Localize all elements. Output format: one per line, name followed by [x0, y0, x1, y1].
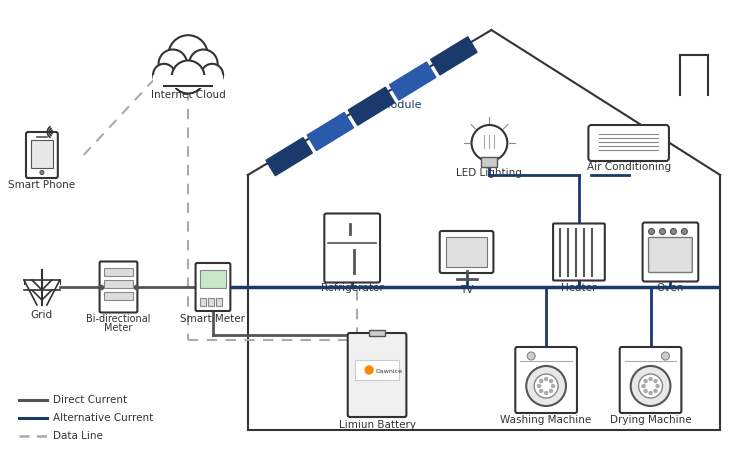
Bar: [216, 298, 222, 306]
FancyBboxPatch shape: [100, 262, 137, 313]
FancyBboxPatch shape: [589, 125, 669, 161]
Polygon shape: [348, 87, 394, 125]
Circle shape: [544, 392, 548, 394]
Text: Limiun Battery: Limiun Battery: [338, 420, 416, 430]
Polygon shape: [430, 37, 477, 75]
Polygon shape: [308, 113, 353, 150]
Circle shape: [670, 228, 676, 235]
FancyBboxPatch shape: [553, 224, 604, 280]
Bar: [446, 237, 488, 267]
Circle shape: [534, 374, 558, 398]
Circle shape: [649, 392, 652, 394]
Text: Air Conditioning: Air Conditioning: [586, 162, 670, 172]
Bar: [104, 292, 133, 300]
Text: Oven: Oven: [657, 283, 684, 293]
Circle shape: [631, 366, 670, 406]
Circle shape: [550, 379, 553, 383]
Circle shape: [654, 389, 657, 393]
FancyBboxPatch shape: [26, 132, 58, 178]
Bar: [200, 298, 206, 306]
FancyBboxPatch shape: [324, 213, 380, 282]
Circle shape: [540, 389, 543, 393]
Text: Direct Current: Direct Current: [53, 395, 127, 405]
FancyBboxPatch shape: [620, 347, 682, 413]
Text: Bi-directional: Bi-directional: [86, 314, 151, 324]
Text: Meter: Meter: [104, 323, 133, 333]
Circle shape: [538, 385, 541, 387]
Text: Heater: Heater: [561, 283, 597, 293]
Circle shape: [662, 352, 670, 360]
Circle shape: [158, 50, 187, 78]
FancyBboxPatch shape: [649, 237, 692, 272]
Circle shape: [638, 374, 662, 398]
FancyBboxPatch shape: [196, 263, 230, 311]
Text: Grid: Grid: [31, 310, 53, 320]
Circle shape: [365, 366, 373, 374]
Text: Data Line: Data Line: [53, 431, 103, 441]
Polygon shape: [389, 62, 436, 100]
FancyBboxPatch shape: [515, 347, 577, 413]
Bar: [355, 360, 400, 380]
Circle shape: [550, 389, 553, 393]
Text: Dawnice: Dawnice: [375, 368, 402, 374]
Circle shape: [540, 379, 543, 383]
Bar: [369, 330, 385, 336]
Circle shape: [201, 64, 223, 86]
Circle shape: [526, 366, 566, 406]
Circle shape: [472, 125, 507, 161]
Polygon shape: [266, 138, 312, 175]
Circle shape: [644, 389, 647, 393]
Bar: [104, 268, 133, 276]
Circle shape: [644, 379, 647, 383]
Text: Alternative Current: Alternative Current: [53, 413, 153, 423]
Circle shape: [172, 61, 205, 94]
Bar: [200, 270, 226, 288]
Bar: [482, 157, 497, 167]
Circle shape: [659, 228, 665, 235]
FancyBboxPatch shape: [440, 231, 494, 273]
Text: Smart Phone: Smart Phone: [8, 180, 76, 190]
Circle shape: [654, 379, 657, 383]
Circle shape: [649, 377, 652, 380]
Bar: [208, 298, 214, 306]
Circle shape: [40, 170, 44, 175]
Text: TV: TV: [460, 285, 473, 295]
Bar: [104, 280, 133, 288]
Circle shape: [682, 228, 687, 235]
Circle shape: [551, 385, 554, 387]
Circle shape: [153, 64, 175, 86]
FancyBboxPatch shape: [348, 333, 406, 417]
Text: Smart Meter: Smart Meter: [181, 314, 245, 324]
Text: Drying Machine: Drying Machine: [610, 415, 692, 425]
FancyBboxPatch shape: [643, 222, 698, 281]
Circle shape: [527, 352, 536, 360]
Text: Washing Machine: Washing Machine: [500, 415, 592, 425]
Circle shape: [656, 385, 659, 387]
Circle shape: [649, 228, 655, 235]
Circle shape: [169, 35, 208, 75]
Text: PV Module: PV Module: [363, 100, 422, 110]
Circle shape: [544, 377, 548, 380]
Circle shape: [642, 385, 645, 387]
Bar: [31, 140, 52, 168]
Text: Internet Cloud: Internet Cloud: [151, 90, 226, 100]
Text: Refrigerator: Refrigerator: [321, 283, 383, 293]
FancyBboxPatch shape: [153, 75, 223, 88]
Circle shape: [189, 50, 217, 78]
Text: LED Lighting: LED Lighting: [457, 168, 522, 178]
